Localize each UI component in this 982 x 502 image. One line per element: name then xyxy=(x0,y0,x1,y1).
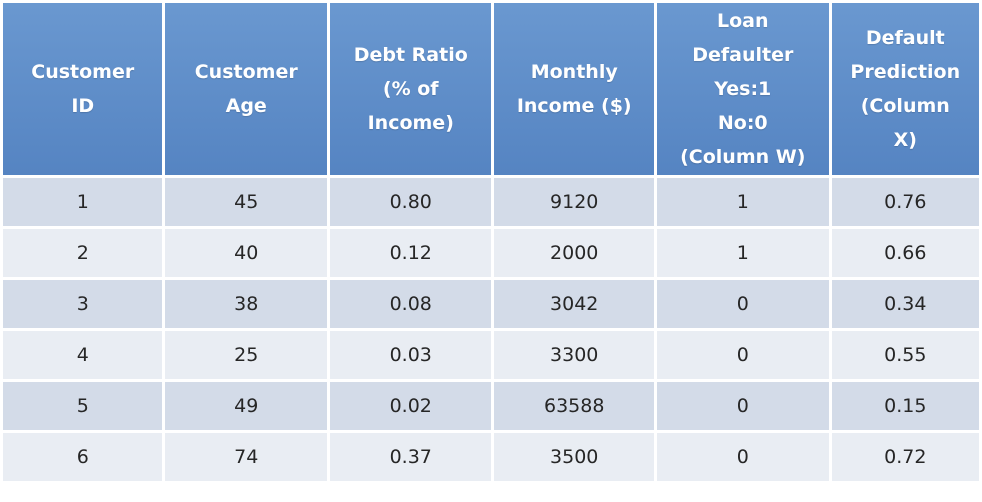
cell-customer-id: 4 xyxy=(3,331,163,379)
header-line: Income) xyxy=(367,112,454,134)
header-line: Yes:1 xyxy=(714,78,772,100)
header-line: ID xyxy=(71,95,95,117)
cell-monthly-income: 63588 xyxy=(494,382,654,430)
header-line: Customer xyxy=(194,61,298,83)
table-row: 4 25 0.03 3300 0 0.55 xyxy=(3,331,979,379)
header-line: No:0 xyxy=(717,112,768,134)
header-line: Income ($) xyxy=(516,95,632,117)
cell-default-prediction: 0.72 xyxy=(831,433,979,481)
cell-debt-ratio: 0.80 xyxy=(329,178,492,226)
cell-customer-id: 1 xyxy=(3,178,163,226)
cell-default-prediction: 0.66 xyxy=(831,229,979,277)
cell-monthly-income: 3500 xyxy=(494,433,654,481)
header-line: Defaulter xyxy=(692,44,794,66)
cell-debt-ratio: 0.02 xyxy=(329,382,492,430)
cell-debt-ratio: 0.08 xyxy=(329,280,492,328)
cell-default-prediction: 0.55 xyxy=(831,331,979,379)
header-line: Debt Ratio xyxy=(353,44,468,66)
header-line: Prediction xyxy=(850,61,961,83)
cell-debt-ratio: 0.12 xyxy=(329,229,492,277)
header-line: Loan xyxy=(717,10,769,32)
header-line: (Column xyxy=(860,95,950,117)
table-body: 1 45 0.80 9120 1 0.76 2 40 0.12 2000 1 0… xyxy=(3,178,979,481)
cell-loan-defaulter: 0 xyxy=(656,382,829,430)
cell-loan-defaulter: 0 xyxy=(656,433,829,481)
header-line: Default xyxy=(865,27,945,49)
cell-customer-age: 45 xyxy=(165,178,327,226)
cell-loan-defaulter: 1 xyxy=(656,178,829,226)
header-default-prediction: Default Prediction (Column X) xyxy=(831,3,979,175)
table-row: 1 45 0.80 9120 1 0.76 xyxy=(3,178,979,226)
header-line: (Column W) xyxy=(680,146,806,168)
header-row: Customer ID Customer Age Debt Ratio (% o… xyxy=(3,3,979,175)
table-header: Customer ID Customer Age Debt Ratio (% o… xyxy=(3,3,979,175)
table-row: 3 38 0.08 3042 0 0.34 xyxy=(3,280,979,328)
header-debt-ratio: Debt Ratio (% of Income) xyxy=(329,3,492,175)
header-line: Age xyxy=(225,95,267,117)
cell-debt-ratio: 0.03 xyxy=(329,331,492,379)
cell-default-prediction: 0.15 xyxy=(831,382,979,430)
cell-monthly-income: 3300 xyxy=(494,331,654,379)
cell-customer-age: 25 xyxy=(165,331,327,379)
cell-customer-id: 3 xyxy=(3,280,163,328)
header-customer-id: Customer ID xyxy=(3,3,163,175)
table-row: 6 74 0.37 3500 0 0.72 xyxy=(3,433,979,481)
cell-customer-id: 6 xyxy=(3,433,163,481)
cell-default-prediction: 0.76 xyxy=(831,178,979,226)
cell-customer-age: 40 xyxy=(165,229,327,277)
header-line: X) xyxy=(893,129,917,151)
table-row: 5 49 0.02 63588 0 0.15 xyxy=(3,382,979,430)
cell-customer-id: 2 xyxy=(3,229,163,277)
cell-default-prediction: 0.34 xyxy=(831,280,979,328)
header-line: Monthly xyxy=(530,61,618,83)
cell-customer-age: 38 xyxy=(165,280,327,328)
cell-debt-ratio: 0.37 xyxy=(329,433,492,481)
header-line: (% of xyxy=(382,78,439,100)
header-line: Customer xyxy=(31,61,135,83)
header-loan-defaulter: Loan Defaulter Yes:1 No:0 (Column W) xyxy=(656,3,829,175)
cell-loan-defaulter: 1 xyxy=(656,229,829,277)
cell-loan-defaulter: 0 xyxy=(656,331,829,379)
cell-customer-age: 74 xyxy=(165,433,327,481)
table-row: 2 40 0.12 2000 1 0.66 xyxy=(3,229,979,277)
loan-data-table: Customer ID Customer Age Debt Ratio (% o… xyxy=(3,3,979,481)
cell-monthly-income: 9120 xyxy=(494,178,654,226)
cell-loan-defaulter: 0 xyxy=(656,280,829,328)
cell-customer-age: 49 xyxy=(165,382,327,430)
header-monthly-income: Monthly Income ($) xyxy=(494,3,654,175)
cell-monthly-income: 3042 xyxy=(494,280,654,328)
cell-monthly-income: 2000 xyxy=(494,229,654,277)
cell-customer-id: 5 xyxy=(3,382,163,430)
header-customer-age: Customer Age xyxy=(165,3,327,175)
